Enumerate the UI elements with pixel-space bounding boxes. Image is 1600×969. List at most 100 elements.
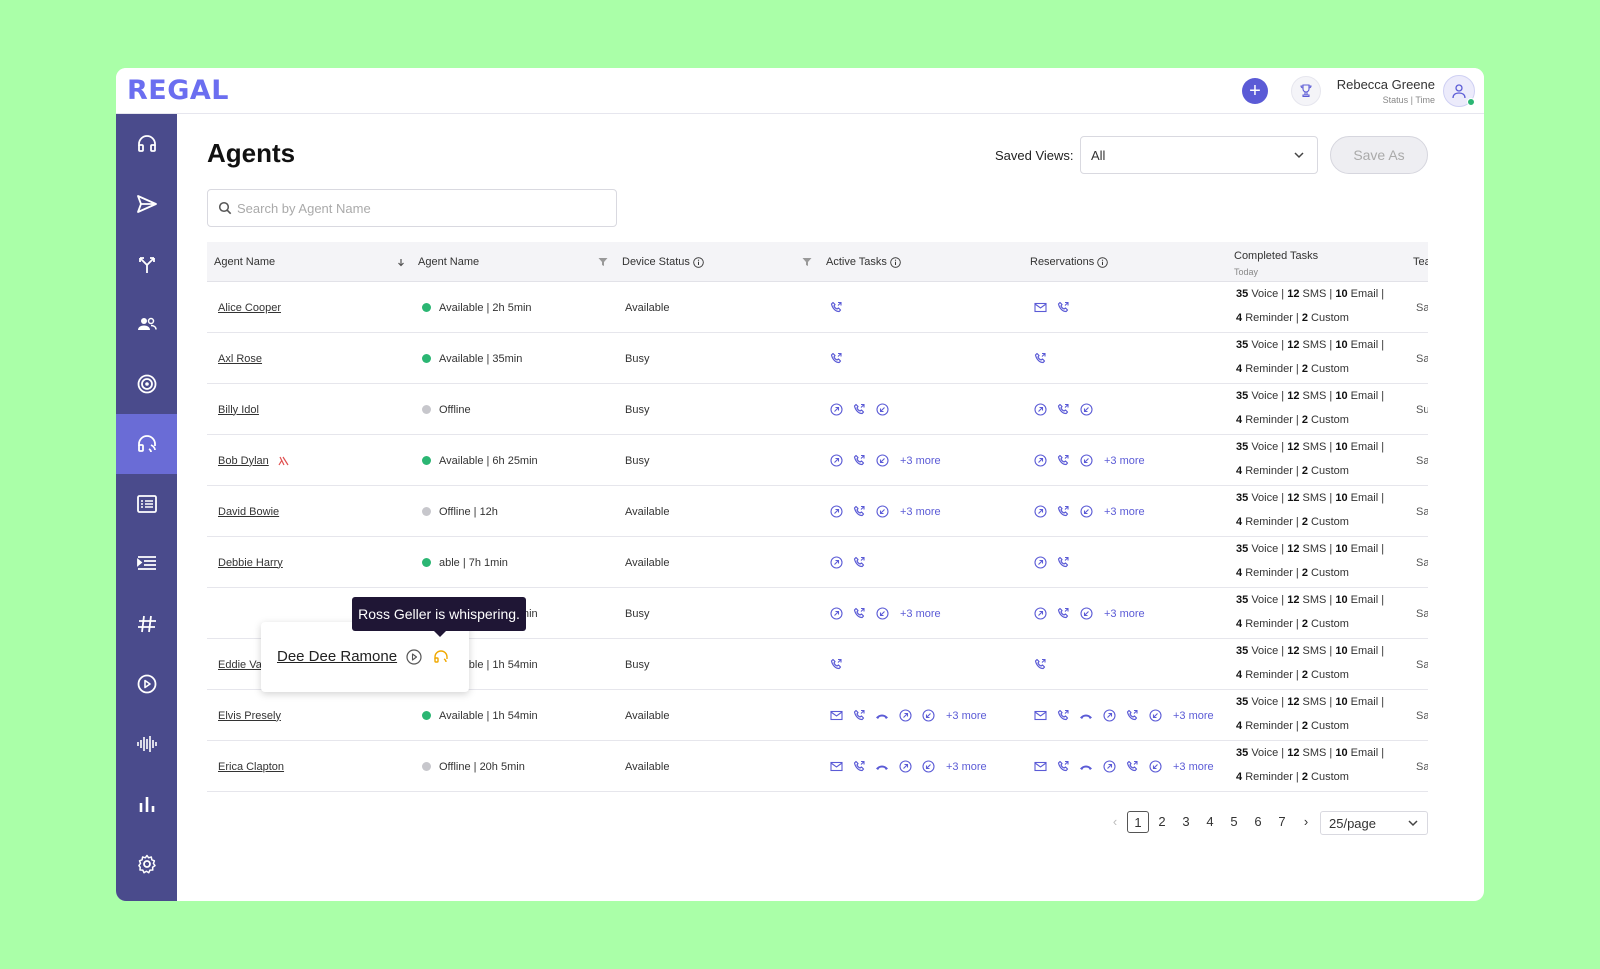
table-row[interactable]: Axl Rose Available | 35min Busy 35 Voice | … [207,333,1428,384]
outbound-task-icon[interactable] [1033,403,1047,417]
inbound-task-icon[interactable] [875,505,889,519]
outbound-task-icon[interactable] [1033,505,1047,519]
outbound-task-icon[interactable] [829,556,843,570]
outbound-task-icon[interactable] [898,709,912,723]
email-icon[interactable] [829,760,843,774]
inbound-task-icon[interactable] [875,454,889,468]
sidebar-item-settings[interactable] [116,834,177,894]
column-header-team[interactable]: Tea [1413,242,1428,282]
hover-agent-name[interactable]: Dee Dee Ramone [277,648,398,665]
page-button[interactable]: 6 [1254,814,1262,829]
info-icon[interactable] [1097,256,1108,268]
table-row[interactable]: David Bowie Offline | 12h Available +3 more… [207,486,1428,537]
inbound-task-icon[interactable] [1079,505,1093,519]
page-button[interactable]: 3 [1182,814,1190,829]
phone-icon[interactable] [1033,658,1047,672]
sidebar-item-target[interactable] [116,354,177,414]
column-header-active-tasks[interactable]: Active Tasks [826,242,901,282]
phone-icon[interactable] [852,454,866,468]
more-tasks-link[interactable]: +3 more [946,760,987,773]
phone-icon[interactable] [1056,301,1070,315]
phone-icon[interactable] [852,760,866,774]
prev-page-button[interactable]: ‹ [1112,814,1118,829]
more-tasks-link[interactable]: +3 more [946,709,987,722]
more-tasks-link[interactable]: +3 more [900,607,941,620]
outbound-task-icon[interactable] [829,403,843,417]
outbound-task-icon[interactable] [1102,760,1116,774]
column-header-agent-name[interactable]: Agent Name [214,242,275,282]
phone-icon[interactable] [1056,709,1070,723]
email-icon[interactable] [829,709,843,723]
inbound-task-icon[interactable] [1079,607,1093,621]
phone-icon[interactable] [852,709,866,723]
phone-icon[interactable] [1056,760,1070,774]
sidebar-item-queue[interactable] [116,534,177,594]
phone-icon[interactable] [1056,607,1070,621]
more-tasks-link[interactable]: +3 more [1104,607,1145,620]
inbound-task-icon[interactable] [921,760,935,774]
more-tasks-link[interactable]: +3 more [1173,760,1214,773]
inbound-task-icon[interactable] [1079,454,1093,468]
sidebar-item-reports[interactable] [116,774,177,834]
phone-icon[interactable] [1056,403,1070,417]
agent-name-link[interactable]: Axl Rose [218,352,263,365]
sidebar-item-branch[interactable] [116,234,177,294]
outbound-task-icon[interactable] [829,505,843,519]
sidebar-item-agents[interactable] [116,414,177,474]
search-input[interactable] [237,198,607,218]
phone-icon[interactable] [852,607,866,621]
inbound-task-icon[interactable] [1148,760,1162,774]
agent-name-link[interactable]: Billy Idol [218,403,259,416]
page-button[interactable]: 7 [1278,814,1286,829]
more-tasks-link[interactable]: +3 more [900,505,941,518]
inbound-task-icon[interactable] [921,709,935,723]
hangup-icon[interactable] [1079,760,1093,774]
column-header-device-status[interactable]: Device Status [622,242,704,282]
next-page-button[interactable]: › [1303,814,1309,829]
email-icon[interactable] [1033,760,1047,774]
search-box[interactable] [207,189,617,227]
play-circle-icon[interactable] [406,649,422,665]
filter-icon[interactable] [598,257,608,267]
table-row[interactable]: Bob Dylan Available | 6h 25min Busy +3 more… [207,435,1428,486]
saved-views-select[interactable]: All [1080,136,1318,174]
info-icon[interactable] [890,256,901,268]
whisper-headset-icon[interactable] [433,649,449,665]
hangup-icon[interactable] [875,709,889,723]
sidebar-item-send[interactable] [116,174,177,234]
info-icon[interactable] [693,256,704,268]
phone-icon[interactable] [1056,505,1070,519]
inbound-task-icon[interactable] [1079,403,1093,417]
user-name[interactable]: Rebecca Greene [1336,77,1435,92]
more-tasks-link[interactable]: +3 more [1104,505,1145,518]
phone-icon[interactable] [1125,709,1139,723]
filter-icon[interactable] [802,257,812,267]
avatar[interactable] [1443,75,1475,107]
agent-name-link[interactable]: Elvis Presely [218,709,281,722]
hangup-icon[interactable] [875,760,889,774]
more-tasks-link[interactable]: +3 more [900,454,941,467]
agent-name-link[interactable]: Alice Cooper [218,301,281,314]
outbound-task-icon[interactable] [898,760,912,774]
inbound-task-icon[interactable] [875,403,889,417]
outbound-task-icon[interactable] [1033,607,1047,621]
phone-icon[interactable] [1125,760,1139,774]
add-button[interactable]: + [1242,78,1268,104]
column-header-completed-tasks[interactable]: Completed Tasks [1234,242,1318,282]
trophy-button[interactable] [1291,76,1321,106]
page-size-select[interactable]: 25/page [1320,811,1428,835]
save-as-button[interactable]: Save As [1330,136,1428,174]
phone-icon[interactable] [852,556,866,570]
outbound-task-icon[interactable] [1033,556,1047,570]
page-button[interactable]: 4 [1206,814,1214,829]
table-row[interactable]: Debbie Harry able | 7h 1min Available 35 Vo… [207,537,1428,588]
table-row[interactable]: Elvis Presely Available | 1h 54min Availab… [207,690,1428,741]
sidebar-item-list-card[interactable] [116,474,177,534]
agent-name-link[interactable]: Erica Clapton [218,760,285,773]
sidebar-item-headset[interactable] [116,114,177,174]
outbound-task-icon[interactable] [1033,454,1047,468]
table-row[interactable]: Billy Idol Offline Busy 35 Voice | 12 SMS |… [207,384,1428,435]
agent-name-link[interactable]: Debbie Harry [218,556,283,569]
page-button[interactable]: 2 [1158,814,1166,829]
inbound-task-icon[interactable] [875,607,889,621]
